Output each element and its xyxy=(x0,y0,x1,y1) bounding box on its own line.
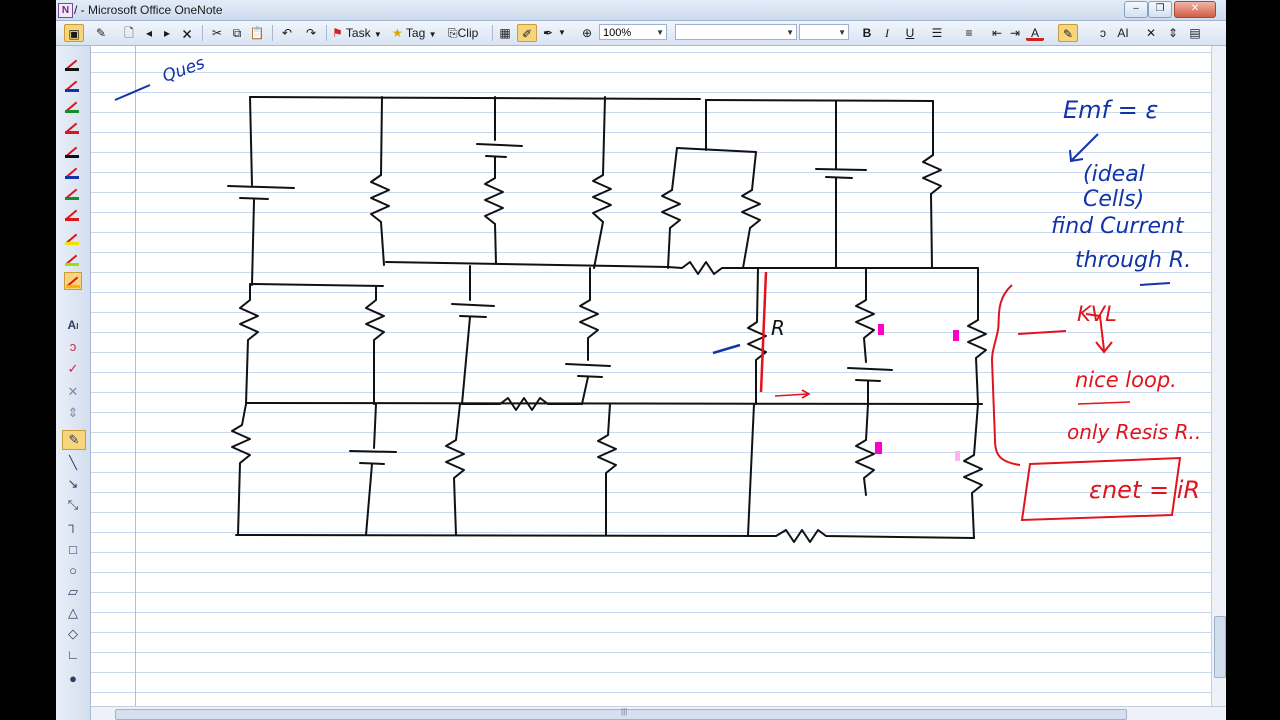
new-page-icon[interactable]: 🗋 xyxy=(124,26,134,40)
highlighter-yellow-icon[interactable] xyxy=(64,230,80,246)
pen-select-icon[interactable]: ✒ xyxy=(542,26,554,40)
emf-note: Emf = ε xyxy=(1063,96,1159,124)
resistor-label: R xyxy=(771,316,785,340)
flag-icon: ⚑ xyxy=(332,26,343,40)
redo-icon[interactable]: ↷ xyxy=(305,26,317,40)
lasso-select-icon[interactable]: ↄ xyxy=(69,339,77,354)
font-combo[interactable]: ▼ xyxy=(675,24,797,40)
recognize-ink-icon[interactable]: ✐ xyxy=(517,24,537,42)
pen-red-icon[interactable] xyxy=(64,119,80,135)
vertical-scrollbar[interactable] xyxy=(1211,46,1226,706)
restore-button[interactable]: ❐ xyxy=(1148,1,1172,18)
insert-space-icon[interactable]: ⇕ xyxy=(1167,26,1179,40)
pen-blue-icon[interactable] xyxy=(64,77,80,93)
pen-black-thick-icon[interactable] xyxy=(64,143,80,159)
bullets-icon[interactable]: ☰ xyxy=(931,26,943,40)
font-color-icon[interactable]: A xyxy=(1026,24,1044,41)
highlighter-green-icon[interactable] xyxy=(64,251,80,267)
screen-border xyxy=(1226,0,1280,720)
rectangle-tool-icon[interactable]: □ xyxy=(69,542,77,557)
find-current-note: find Current xyxy=(1051,214,1184,239)
indent-icon[interactable]: ⇥ xyxy=(1009,26,1021,40)
font-size-combo[interactable]: ▼ xyxy=(799,24,849,40)
page-margin-line xyxy=(135,46,136,706)
drawing-toolbar: AI ↄ ✓ ✕ ⇕ ✎ ╲ ↘ ⤡ ┐ □ ○ ▱ △ ◇ ∟ ● xyxy=(56,46,91,720)
numbering-icon[interactable]: ≡ xyxy=(965,26,973,40)
pen-black-icon[interactable] xyxy=(64,56,80,72)
undo-icon[interactable]: ↶ xyxy=(281,26,293,40)
eraser-icon[interactable]: ✕ xyxy=(1145,26,1157,40)
full-page-view-icon[interactable]: ▣ xyxy=(64,24,84,42)
lasso-icon[interactable]: ↄ xyxy=(1100,26,1106,40)
eraser-tool-icon[interactable]: ✕ xyxy=(67,384,79,399)
through-r-note: through R. xyxy=(1075,248,1192,273)
type-tool-icon[interactable]: AI xyxy=(67,318,79,332)
cut-icon[interactable]: ✂ xyxy=(211,26,223,40)
type-mode-icon[interactable]: AI xyxy=(1117,26,1129,40)
circuit-drawing xyxy=(114,84,1182,543)
table-icon[interactable]: ▦ xyxy=(499,26,511,40)
zoom-combo[interactable]: 100% ▼ xyxy=(599,24,667,40)
highlighter-tool-icon[interactable]: ✎ xyxy=(62,430,86,450)
pen-green-thick-icon[interactable] xyxy=(64,185,80,201)
clip-icon: ⎘ xyxy=(448,26,458,40)
back-icon[interactable]: ◂ xyxy=(145,26,153,40)
italic-button[interactable]: I xyxy=(885,26,889,40)
underline-button[interactable]: U xyxy=(905,26,915,40)
highlighter-orange-icon[interactable] xyxy=(64,272,82,290)
standard-toolbar: ▣ ✎ 🗋 ◂ ▸ 🗙 ✂ ⧉ 📋 ↶ ↷ ⚑ Task ▼ ★ Tag ▼ ⎘… xyxy=(56,21,1226,46)
pen-red-thick-icon[interactable] xyxy=(64,206,80,222)
page-list-icon[interactable]: ▤ xyxy=(1189,26,1201,40)
only-resistor-note: only Resis R.. xyxy=(1067,420,1202,444)
double-arrow-tool-icon[interactable]: ⤡ xyxy=(67,497,79,512)
pen-tool-icon[interactable]: ✎ xyxy=(95,26,107,40)
window-title: / - Microsoft Office OneNote xyxy=(74,3,223,17)
close-button[interactable]: ✕ xyxy=(1174,1,1216,18)
clip-button[interactable]: ⎘Clip xyxy=(448,26,479,40)
pen-dropdown[interactable]: ▼ xyxy=(558,28,566,37)
insert-space-tool-icon[interactable]: ⇕ xyxy=(67,405,79,420)
axis-tool-icon[interactable]: ┐ xyxy=(68,517,78,532)
task-button[interactable]: ⚑ Task ▼ xyxy=(332,26,382,40)
kvl-note: KVL xyxy=(1077,302,1117,326)
horizontal-scrollbar[interactable]: ||| xyxy=(91,706,1226,720)
formula-note: εnet = iR xyxy=(1089,476,1201,504)
copy-icon[interactable]: ⧉ xyxy=(232,26,242,40)
outdent-icon[interactable]: ⇤ xyxy=(991,26,1003,40)
diamond-tool-icon[interactable]: ◇ xyxy=(68,626,78,641)
onenote-icon: N xyxy=(58,3,73,18)
pen-green-icon[interactable] xyxy=(64,98,80,114)
zoom-icon[interactable]: ⊕ xyxy=(581,26,593,40)
pen-check-icon[interactable]: ✓ xyxy=(67,361,79,376)
nice-loop-note: nice loop. xyxy=(1075,368,1177,392)
onenote-window: N / - Microsoft Office OneNote – ❐ ✕ ▣ ✎… xyxy=(56,0,1226,720)
color-picker-icon[interactable]: ● xyxy=(69,671,77,686)
tag-button[interactable]: ★ Tag ▼ xyxy=(392,26,437,40)
delete-page-icon[interactable]: 🗙 xyxy=(182,26,192,40)
minimize-button[interactable]: – xyxy=(1124,1,1148,18)
note-page[interactable]: Ques R Emf = ε (ideal Cells) find Curren… xyxy=(91,46,1211,706)
ideal-cells-note: (ideal Cells) xyxy=(1083,162,1145,212)
forward-icon[interactable]: ▸ xyxy=(163,26,171,40)
star-icon: ★ xyxy=(392,26,403,40)
graph-tool-icon[interactable]: ∟ xyxy=(66,647,80,662)
vertical-scroll-thumb[interactable] xyxy=(1214,616,1226,678)
parallelogram-tool-icon[interactable]: ▱ xyxy=(68,584,78,599)
triangle-tool-icon[interactable]: △ xyxy=(68,605,78,620)
ellipse-tool-icon[interactable]: ○ xyxy=(69,563,77,578)
bold-button[interactable]: B xyxy=(862,26,872,40)
line-tool-icon[interactable]: ╲ xyxy=(69,455,77,470)
highlighter-icon[interactable]: ✎ xyxy=(1058,24,1078,42)
pen-blue-thick-icon[interactable] xyxy=(64,164,80,180)
arrow-tool-icon[interactable]: ↘ xyxy=(67,476,79,491)
paste-icon[interactable]: 📋 xyxy=(249,26,265,40)
title-bar: N / - Microsoft Office OneNote – ❐ ✕ xyxy=(56,0,1226,21)
